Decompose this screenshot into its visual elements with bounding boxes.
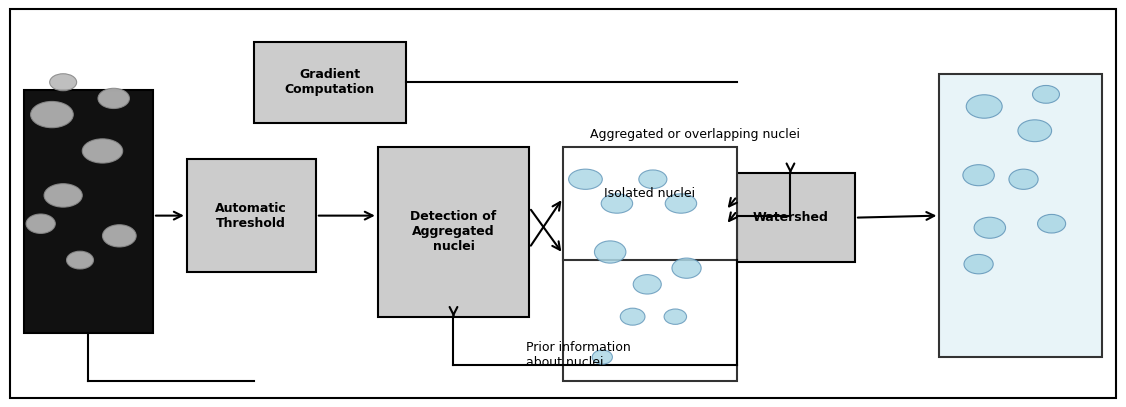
FancyBboxPatch shape [24, 90, 153, 333]
Text: Isolated nuclei: Isolated nuclei [605, 187, 696, 200]
Ellipse shape [1037, 214, 1065, 233]
Ellipse shape [50, 74, 77, 91]
Ellipse shape [601, 194, 633, 213]
Ellipse shape [633, 275, 661, 294]
Ellipse shape [638, 170, 667, 188]
Ellipse shape [1018, 120, 1052, 142]
FancyBboxPatch shape [187, 159, 316, 272]
Ellipse shape [82, 139, 123, 163]
Ellipse shape [98, 88, 129, 109]
Ellipse shape [620, 308, 645, 325]
FancyBboxPatch shape [563, 147, 738, 260]
Text: Gradient
Computation: Gradient Computation [285, 68, 375, 96]
Ellipse shape [672, 258, 701, 278]
Text: Automatic
Threshold: Automatic Threshold [215, 201, 287, 230]
Ellipse shape [963, 165, 994, 186]
Ellipse shape [595, 241, 626, 263]
FancyBboxPatch shape [726, 173, 855, 262]
Ellipse shape [66, 251, 93, 269]
Ellipse shape [569, 169, 602, 189]
Ellipse shape [26, 214, 55, 233]
Ellipse shape [974, 217, 1006, 238]
FancyBboxPatch shape [377, 147, 529, 317]
Ellipse shape [102, 225, 136, 247]
Ellipse shape [966, 95, 1002, 118]
Ellipse shape [664, 309, 687, 324]
Ellipse shape [1033, 85, 1060, 103]
Text: Prior information
about nuclei: Prior information about nuclei [527, 341, 632, 369]
Text: Detection of
Aggregated
nuclei: Detection of Aggregated nuclei [410, 210, 497, 253]
FancyBboxPatch shape [939, 74, 1102, 357]
FancyBboxPatch shape [254, 42, 405, 123]
Ellipse shape [1009, 169, 1038, 189]
Text: Watershed: Watershed [752, 211, 829, 224]
FancyBboxPatch shape [563, 212, 738, 381]
Text: Aggregated or overlapping nuclei: Aggregated or overlapping nuclei [590, 128, 799, 141]
Ellipse shape [964, 254, 993, 274]
Ellipse shape [592, 350, 613, 364]
FancyBboxPatch shape [10, 9, 1116, 398]
Ellipse shape [30, 101, 73, 128]
Ellipse shape [44, 184, 82, 207]
Ellipse shape [665, 194, 697, 213]
